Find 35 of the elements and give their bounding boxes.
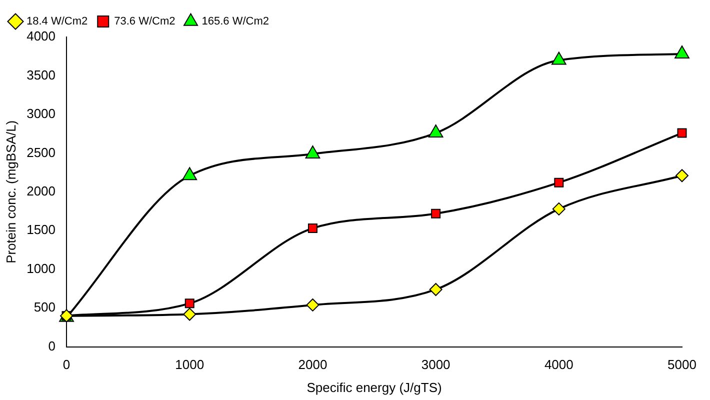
x-tick-label: 3000 xyxy=(421,357,450,372)
point xyxy=(551,52,566,65)
y-tick-label: 500 xyxy=(34,300,56,315)
point xyxy=(552,202,566,216)
point xyxy=(182,167,198,180)
y-tick-label: 1500 xyxy=(26,222,56,238)
x-tick-label: 1000 xyxy=(175,357,204,372)
point xyxy=(308,224,318,234)
legend-label: 18.4 W/Cm2 xyxy=(26,16,88,28)
y-tick-label: 0 xyxy=(48,338,56,354)
point xyxy=(429,282,442,296)
y-tick-label: 3500 xyxy=(26,67,56,82)
point xyxy=(674,46,690,59)
point xyxy=(428,124,444,138)
legend-label: 73.6 W/Cm2 xyxy=(114,16,176,28)
y-tick-label: 1000 xyxy=(26,260,56,276)
x-axis-title: Specific energy (J/gTS) xyxy=(306,380,442,395)
y-tick-label: 3000 xyxy=(26,106,56,122)
y-tick-label: 2500 xyxy=(26,144,56,160)
y-tick-label: 4000 xyxy=(26,28,56,44)
point xyxy=(184,298,194,308)
point xyxy=(183,308,196,321)
x-tick-label: 5000 xyxy=(668,357,696,372)
point xyxy=(677,128,687,138)
point xyxy=(676,169,688,182)
y-tick-label: 2000 xyxy=(26,183,56,198)
point xyxy=(305,145,320,158)
point xyxy=(306,298,320,312)
y-axis-title: Protein conc. (mgBSA/L) xyxy=(3,120,18,264)
legend-label: 165.6 W/Cm2 xyxy=(202,16,270,28)
point xyxy=(431,208,441,218)
x-tick-label: 2000 xyxy=(298,357,328,372)
x-tick-label: 4000 xyxy=(544,357,574,372)
point xyxy=(554,178,564,188)
x-tick-label: 0 xyxy=(62,357,70,372)
